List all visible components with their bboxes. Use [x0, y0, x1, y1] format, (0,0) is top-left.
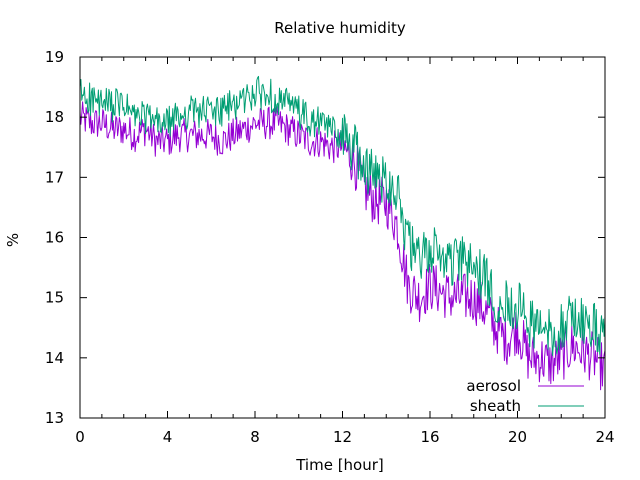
x-tick-label: 0	[75, 428, 85, 446]
legend: aerosol sheath	[466, 377, 584, 415]
plot-frame	[79, 56, 606, 419]
series-line-aerosol	[79, 101, 606, 391]
y-axis-label: %	[4, 233, 22, 247]
x-tick-label: 24	[595, 428, 614, 446]
x-tick-label: 4	[163, 428, 173, 446]
x-tick-label: 16	[420, 428, 439, 446]
x-tick-label: 12	[333, 428, 352, 446]
x-tick-label: 8	[250, 428, 260, 446]
x-axis-label: Time [hour]	[295, 456, 384, 474]
y-tick-label: 15	[45, 289, 64, 307]
y-tick-label: 18	[45, 108, 64, 126]
y-tick-label: 13	[45, 409, 64, 427]
legend-label-aerosol: aerosol	[466, 377, 521, 395]
series-line-sheath	[79, 75, 606, 356]
y-tick-label: 16	[45, 229, 64, 247]
y-tick-label: 14	[45, 349, 64, 367]
chart-title: Relative humidity	[274, 19, 406, 37]
plot-area: 0 4 8 12 16 20 24 13 14 15 16 17 18 19	[45, 48, 615, 446]
x-tick-label: 20	[508, 428, 527, 446]
y-tick-label: 17	[45, 168, 64, 186]
y-tick-label: 19	[45, 48, 64, 66]
legend-label-sheath: sheath	[470, 397, 521, 415]
